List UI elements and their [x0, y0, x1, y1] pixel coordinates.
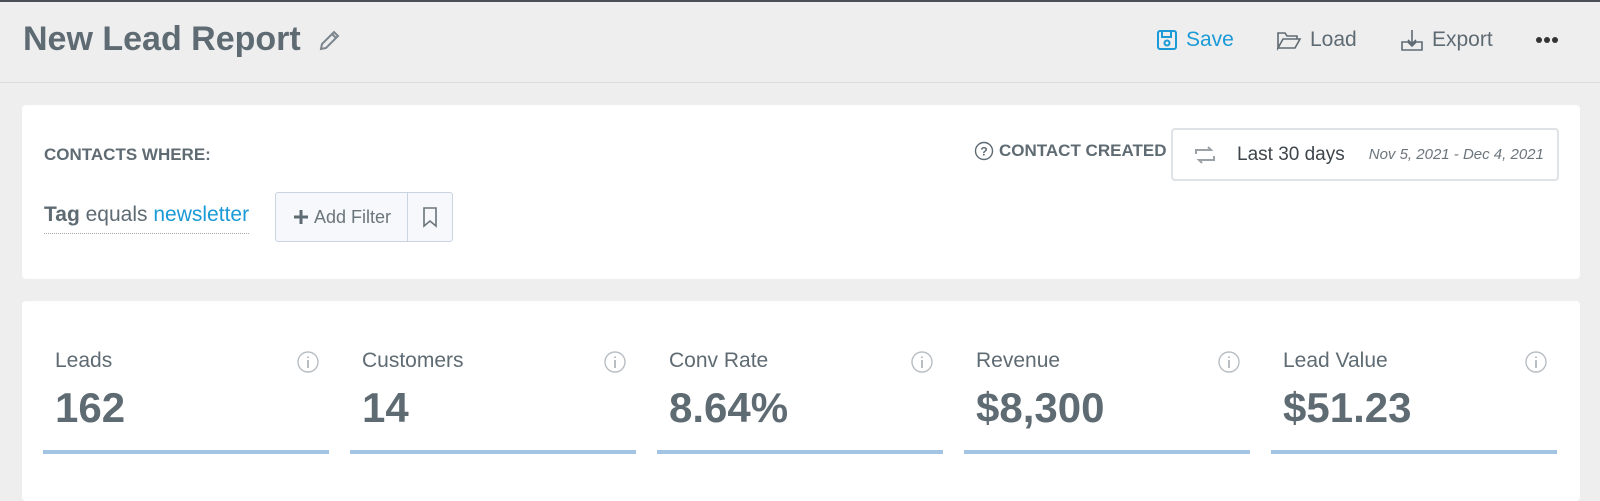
info-icon[interactable] [1525, 351, 1547, 373]
date-picker[interactable]: Last 30 days Nov 5, 2021 - Dec 4, 2021 [1171, 128, 1559, 181]
metric-value: $51.23 [1283, 384, 1412, 431]
date-field: ? CONTACT CREATED [974, 141, 1166, 161]
filter-label: CONTACTS WHERE: [44, 145, 211, 164]
metric: Leads 162 [43, 341, 329, 454]
condition-field: Tag [44, 203, 80, 226]
info-icon[interactable] [297, 351, 319, 373]
add-filter-button[interactable]: Add Filter [276, 193, 407, 241]
export-button[interactable]: Export [1400, 28, 1493, 52]
metric: Customers 14 [350, 341, 636, 454]
info-icon[interactable] [1218, 351, 1240, 373]
metric-value: 162 [55, 384, 126, 431]
add-filter-label[interactable]: Add Filter [314, 206, 392, 227]
edit-icon[interactable] [318, 28, 342, 52]
info-icon[interactable] [911, 351, 933, 373]
report-title: New Lead Report [23, 20, 301, 58]
condition-operator: equals [85, 203, 148, 226]
save-button[interactable]: Save [1156, 28, 1234, 52]
metric-value: $8,300 [976, 384, 1105, 431]
metric-label: Revenue [976, 349, 1061, 372]
metrics-card: Leads 162 Customers 14 Conv Rate 8.64% Reve… [22, 301, 1580, 501]
bookmark-button[interactable] [407, 193, 452, 241]
metric: Lead Value $51.23 [1271, 341, 1557, 454]
load-label[interactable]: Load [1310, 28, 1357, 51]
date-range: Nov 5, 2021 - Dec 4, 2021 [1368, 146, 1544, 163]
filter-condition[interactable]: Tag equals newsletter [44, 203, 250, 234]
info-icon[interactable] [604, 351, 626, 373]
svg-text:?: ? [980, 145, 987, 159]
header: New Lead Report Save Load Export [0, 2, 1600, 83]
condition-value: newsletter [153, 203, 250, 226]
date-field-label: CONTACT CREATED [999, 141, 1167, 160]
load-button[interactable]: Load [1276, 28, 1357, 52]
filter-buttons: Add Filter [275, 192, 454, 242]
metric-label: Customers [362, 349, 464, 372]
metric: Conv Rate 8.64% [657, 341, 943, 454]
metric: Revenue $8,300 [964, 341, 1250, 454]
date-preset: Last 30 days [1237, 143, 1345, 165]
metric-label: Leads [55, 349, 113, 372]
top-border [0, 0, 1600, 2]
filter-card: CONTACTS WHERE: Tag equals newsletter Ad… [22, 105, 1580, 279]
save-label[interactable]: Save [1186, 28, 1234, 51]
metric-label: Lead Value [1283, 349, 1388, 372]
more-menu[interactable] [1535, 36, 1559, 44]
metrics: Leads 162 Customers 14 Conv Rate 8.64% Reve… [43, 341, 1557, 454]
metric-value: 14 [362, 384, 409, 431]
export-label[interactable]: Export [1432, 28, 1493, 51]
metric-label: Conv Rate [669, 349, 769, 372]
metric-value: 8.64% [669, 384, 789, 431]
